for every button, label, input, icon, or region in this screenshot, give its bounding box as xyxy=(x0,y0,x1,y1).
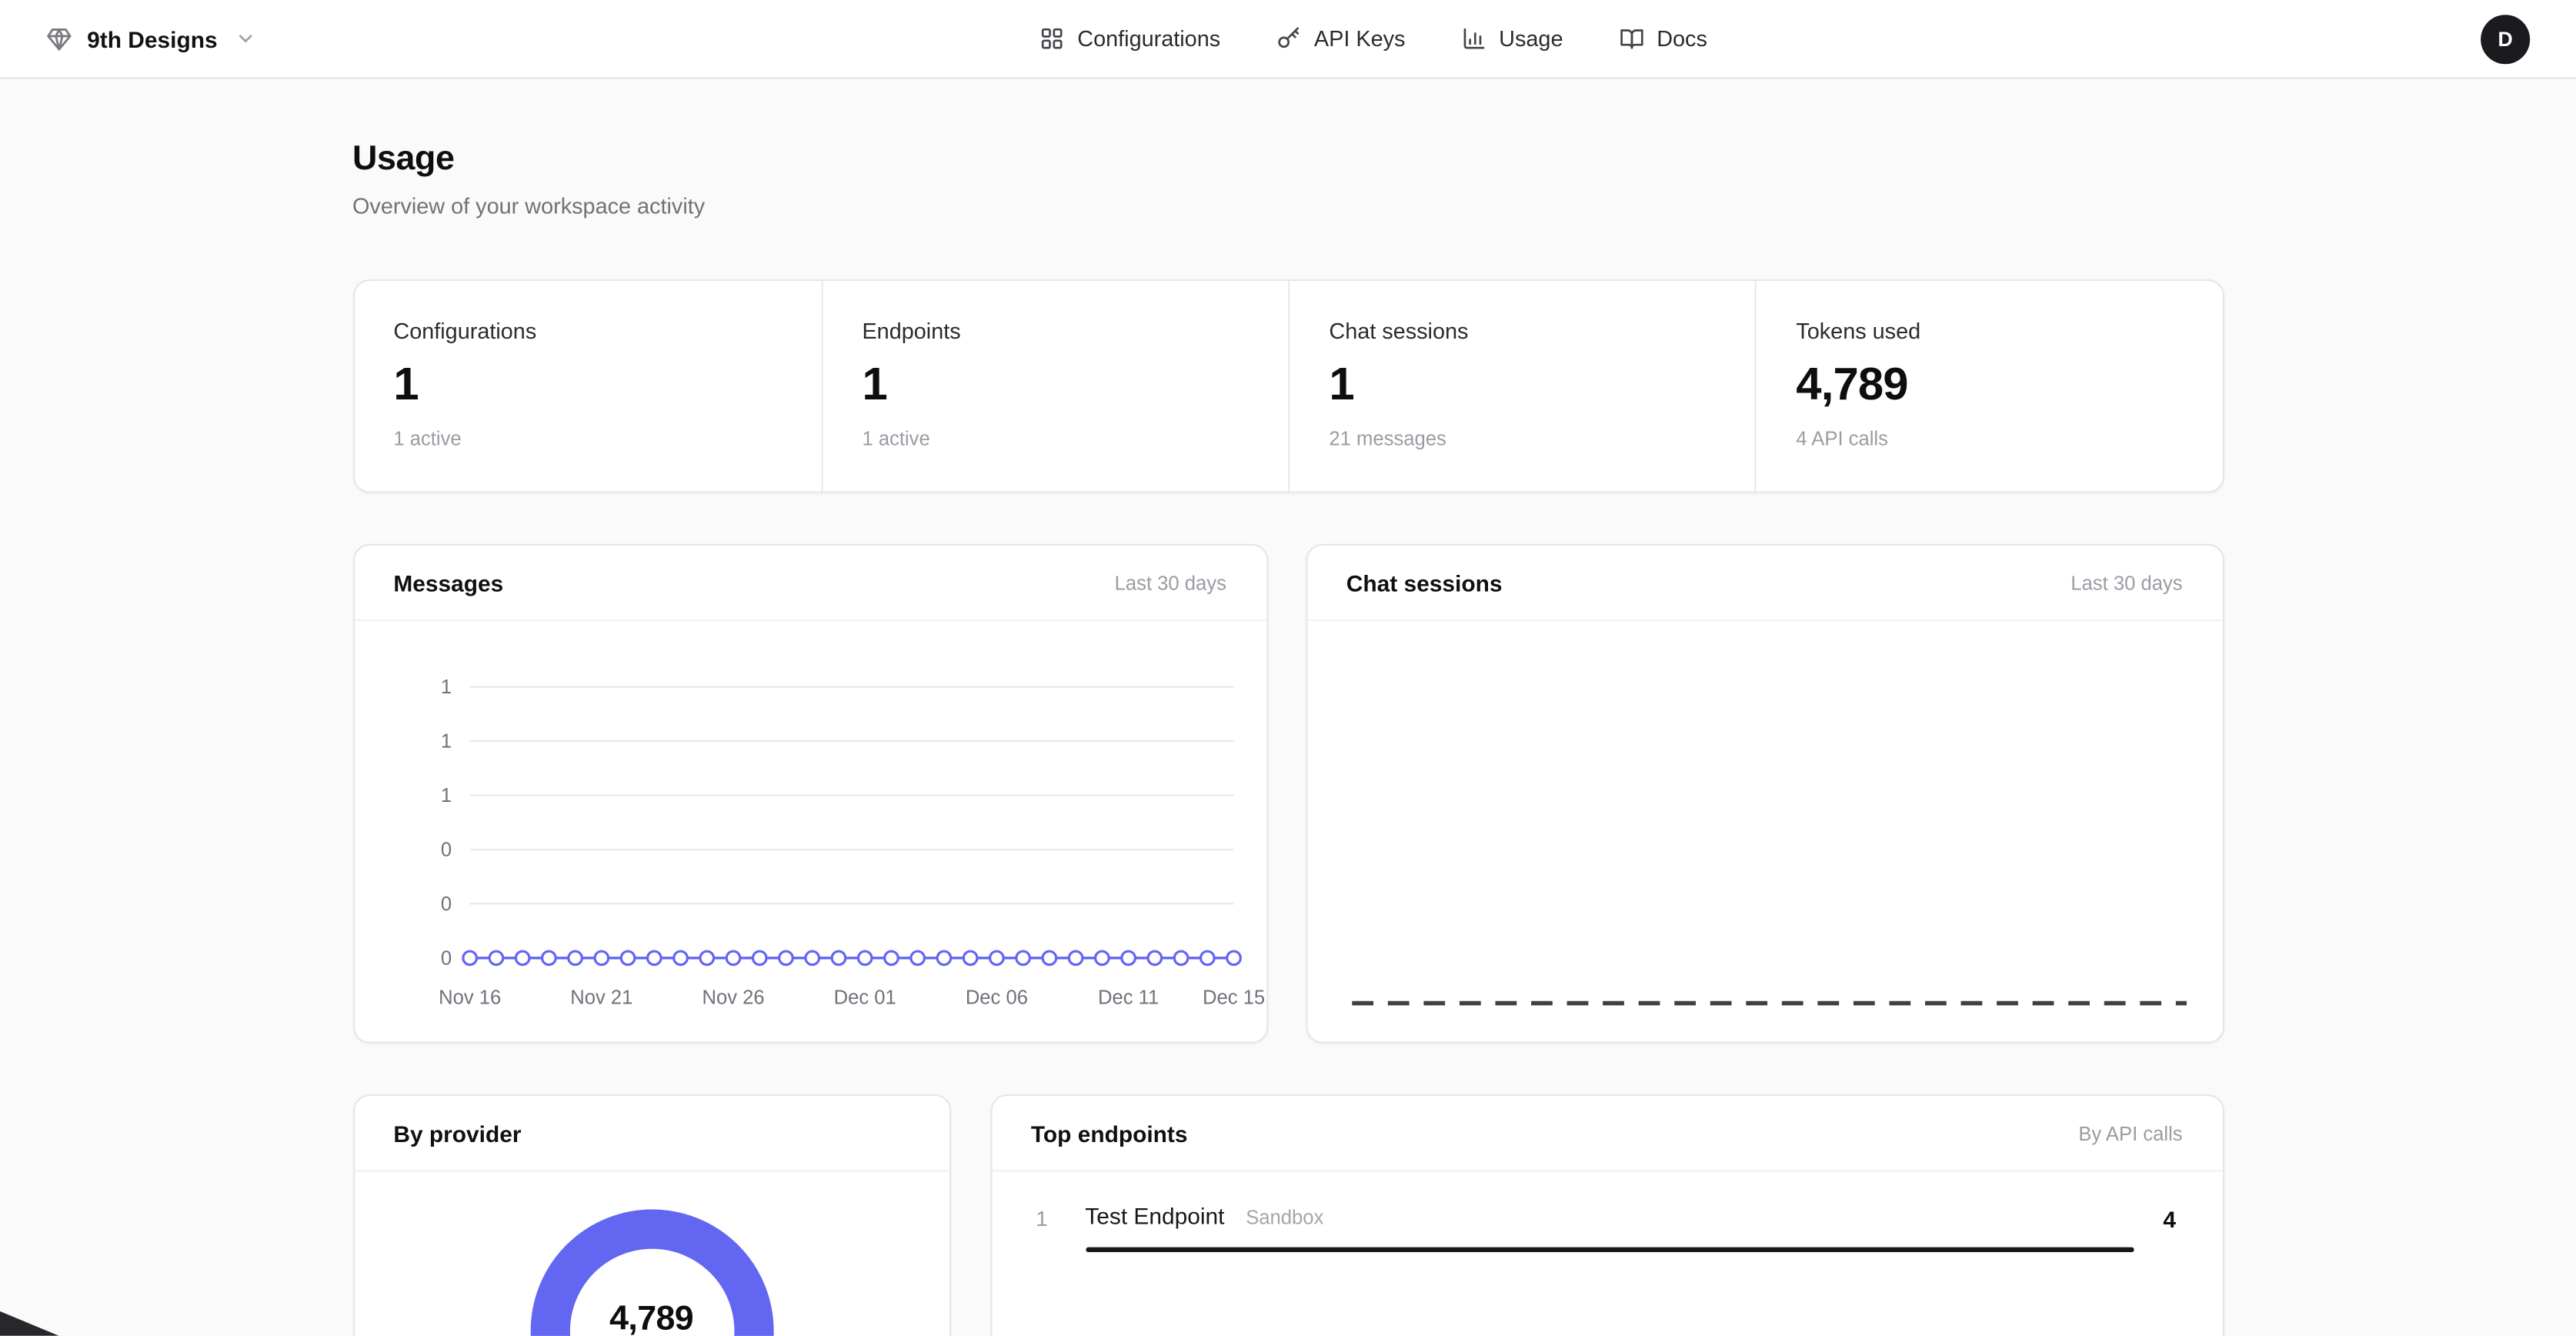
grid-icon xyxy=(1041,28,1063,49)
main-content: Usage Overview of your workspace activit… xyxy=(352,78,2224,1336)
donut-ring xyxy=(529,1209,773,1336)
card-header: Messages Last 30 days xyxy=(354,546,1266,622)
dev-overlay-badge[interactable] xyxy=(0,1311,59,1336)
endpoint-call-count: 4 xyxy=(2163,1206,2177,1233)
svg-text:Dec 11: Dec 11 xyxy=(1097,987,1158,1009)
by-provider-card: By provider 4,789 Total xyxy=(352,1094,951,1336)
chat-sessions-card: Chat sessions Last 30 days xyxy=(1305,543,2224,1044)
nav-item-label: Docs xyxy=(1657,26,1707,52)
stat-chat-sessions: Chat sessions 1 21 messages xyxy=(1287,281,1755,492)
stat-endpoints: Endpoints 1 1 active xyxy=(821,281,1288,492)
svg-text:Nov 26: Nov 26 xyxy=(701,987,763,1009)
card-header: By provider xyxy=(354,1096,949,1172)
stat-sub: 1 active xyxy=(393,427,462,451)
book-icon xyxy=(1620,29,1643,49)
stat-tokens-used: Tokens used 4,789 4 API calls xyxy=(1754,281,2222,492)
endpoint-env-badge: Sandbox xyxy=(1246,1206,1324,1230)
provider-donut-area: 4,789 Total xyxy=(354,1171,949,1336)
stat-value: 1 xyxy=(1329,358,1354,409)
endpoint-usage-bar-track xyxy=(1085,1247,2134,1253)
workspace-logo-icon xyxy=(46,25,72,52)
nav-item-usage[interactable]: Usage xyxy=(1461,26,1563,51)
charts-row: Messages Last 30 days 1 1 1 0 0 0 Nov 16 Nov 21… xyxy=(352,543,2224,1044)
stat-label: Tokens used xyxy=(1796,319,1921,344)
endpoint-main: Test Endpoint Sandbox xyxy=(1085,1203,2134,1253)
card-meta-label: By API calls xyxy=(2078,1122,2183,1146)
page-title: Usage xyxy=(352,139,455,178)
stat-configurations: Configurations 1 1 active xyxy=(354,281,821,491)
card-range-label: Last 30 days xyxy=(1114,572,1226,595)
stat-value: 1 xyxy=(393,358,419,409)
nav-item-label: Configurations xyxy=(1077,26,1221,52)
stat-label: Endpoints xyxy=(862,319,961,344)
provider-donut: 4,789 Total xyxy=(528,1207,774,1336)
svg-text:0: 0 xyxy=(440,893,451,915)
endpoint-rank: 1 xyxy=(1036,1206,1048,1231)
top-endpoints-card: Top endpoints By API calls 1 Test Endpoi… xyxy=(989,1094,2224,1336)
donut-total-value: 4,789 xyxy=(609,1298,694,1336)
stats-strip: Configurations 1 1 active Endpoints 1 1 … xyxy=(352,279,2224,493)
stat-value: 4,789 xyxy=(1796,358,1908,409)
page-subtitle: Overview of your workspace activity xyxy=(352,193,706,219)
donut-center: 4,789 Total xyxy=(528,1207,774,1336)
messages-chart: 1 1 1 0 0 0 Nov 16 Nov 21 Nov 26 Dec 01 Dec 06 Dec … xyxy=(438,676,1264,1009)
card-title: Top endpoints xyxy=(1030,1121,1188,1147)
nav-item-label: Usage xyxy=(1499,26,1563,52)
workspace-name: 9th Designs xyxy=(87,25,218,52)
stat-sub: 4 API calls xyxy=(1796,427,1888,451)
chat-sessions-chart-area xyxy=(1307,621,2222,1040)
user-avatar[interactable]: D xyxy=(2481,14,2531,64)
svg-text:1: 1 xyxy=(440,731,451,753)
messages-chart-area: 1 1 1 0 0 0 Nov 16 Nov 21 Nov 26 Dec 01 Dec 06 Dec … xyxy=(354,621,1266,1035)
chat-sessions-empty-baseline xyxy=(1351,1000,2186,1006)
nav-items: Configurations API Keys Usage Docs xyxy=(1039,0,1707,77)
card-header: Chat sessions Last 30 days xyxy=(1306,546,2222,622)
chevron-down-icon xyxy=(235,28,257,49)
stat-sub: 1 active xyxy=(862,427,930,451)
svg-text:Nov 21: Nov 21 xyxy=(569,987,632,1009)
card-title: By provider xyxy=(393,1121,522,1147)
card-title: Messages xyxy=(393,569,504,597)
bar-chart-icon xyxy=(1463,28,1484,49)
svg-text:Nov 16: Nov 16 xyxy=(438,987,500,1009)
svg-text:Dec 15: Dec 15 xyxy=(1202,987,1264,1009)
workspace-switcher[interactable]: 9th Designs xyxy=(46,25,257,52)
nav-item-api-keys[interactable]: API Keys xyxy=(1276,26,1406,52)
key-icon xyxy=(1278,27,1300,48)
svg-text:0: 0 xyxy=(440,947,451,969)
endpoint-name: Test Endpoint xyxy=(1085,1202,1225,1230)
messages-card: Messages Last 30 days 1 1 1 0 0 0 Nov 16 Nov 21… xyxy=(352,543,1268,1044)
card-range-label: Last 30 days xyxy=(2070,572,2183,595)
bottom-row: By provider 4,789 Total xyxy=(352,1094,2224,1336)
card-title: Chat sessions xyxy=(1346,569,1503,597)
nav-item-configurations[interactable]: Configurations xyxy=(1039,26,1220,51)
nav-item-label: API Keys xyxy=(1313,26,1406,52)
stat-label: Configurations xyxy=(393,319,537,344)
card-header: Top endpoints By API calls xyxy=(991,1096,2222,1172)
svg-text:0: 0 xyxy=(440,839,451,860)
svg-text:Dec 06: Dec 06 xyxy=(965,987,1027,1009)
stat-sub: 21 messages xyxy=(1329,427,1446,451)
endpoint-usage-bar xyxy=(1085,1247,2134,1253)
stat-value: 1 xyxy=(862,358,887,409)
svg-text:1: 1 xyxy=(440,785,451,807)
nav-item-docs[interactable]: Docs xyxy=(1619,26,1707,51)
svg-text:Dec 01: Dec 01 xyxy=(833,987,896,1009)
endpoint-name-line: Test Endpoint Sandbox xyxy=(1085,1203,2134,1229)
table-row[interactable]: 1 Test Endpoint Sandbox 4 xyxy=(992,1171,2222,1253)
top-nav: 9th Designs Configurations API Keys Usag… xyxy=(0,0,2576,79)
endpoints-list: 1 Test Endpoint Sandbox 4 xyxy=(992,1171,2222,1253)
svg-text:1: 1 xyxy=(440,676,451,698)
stat-label: Chat sessions xyxy=(1329,319,1469,344)
